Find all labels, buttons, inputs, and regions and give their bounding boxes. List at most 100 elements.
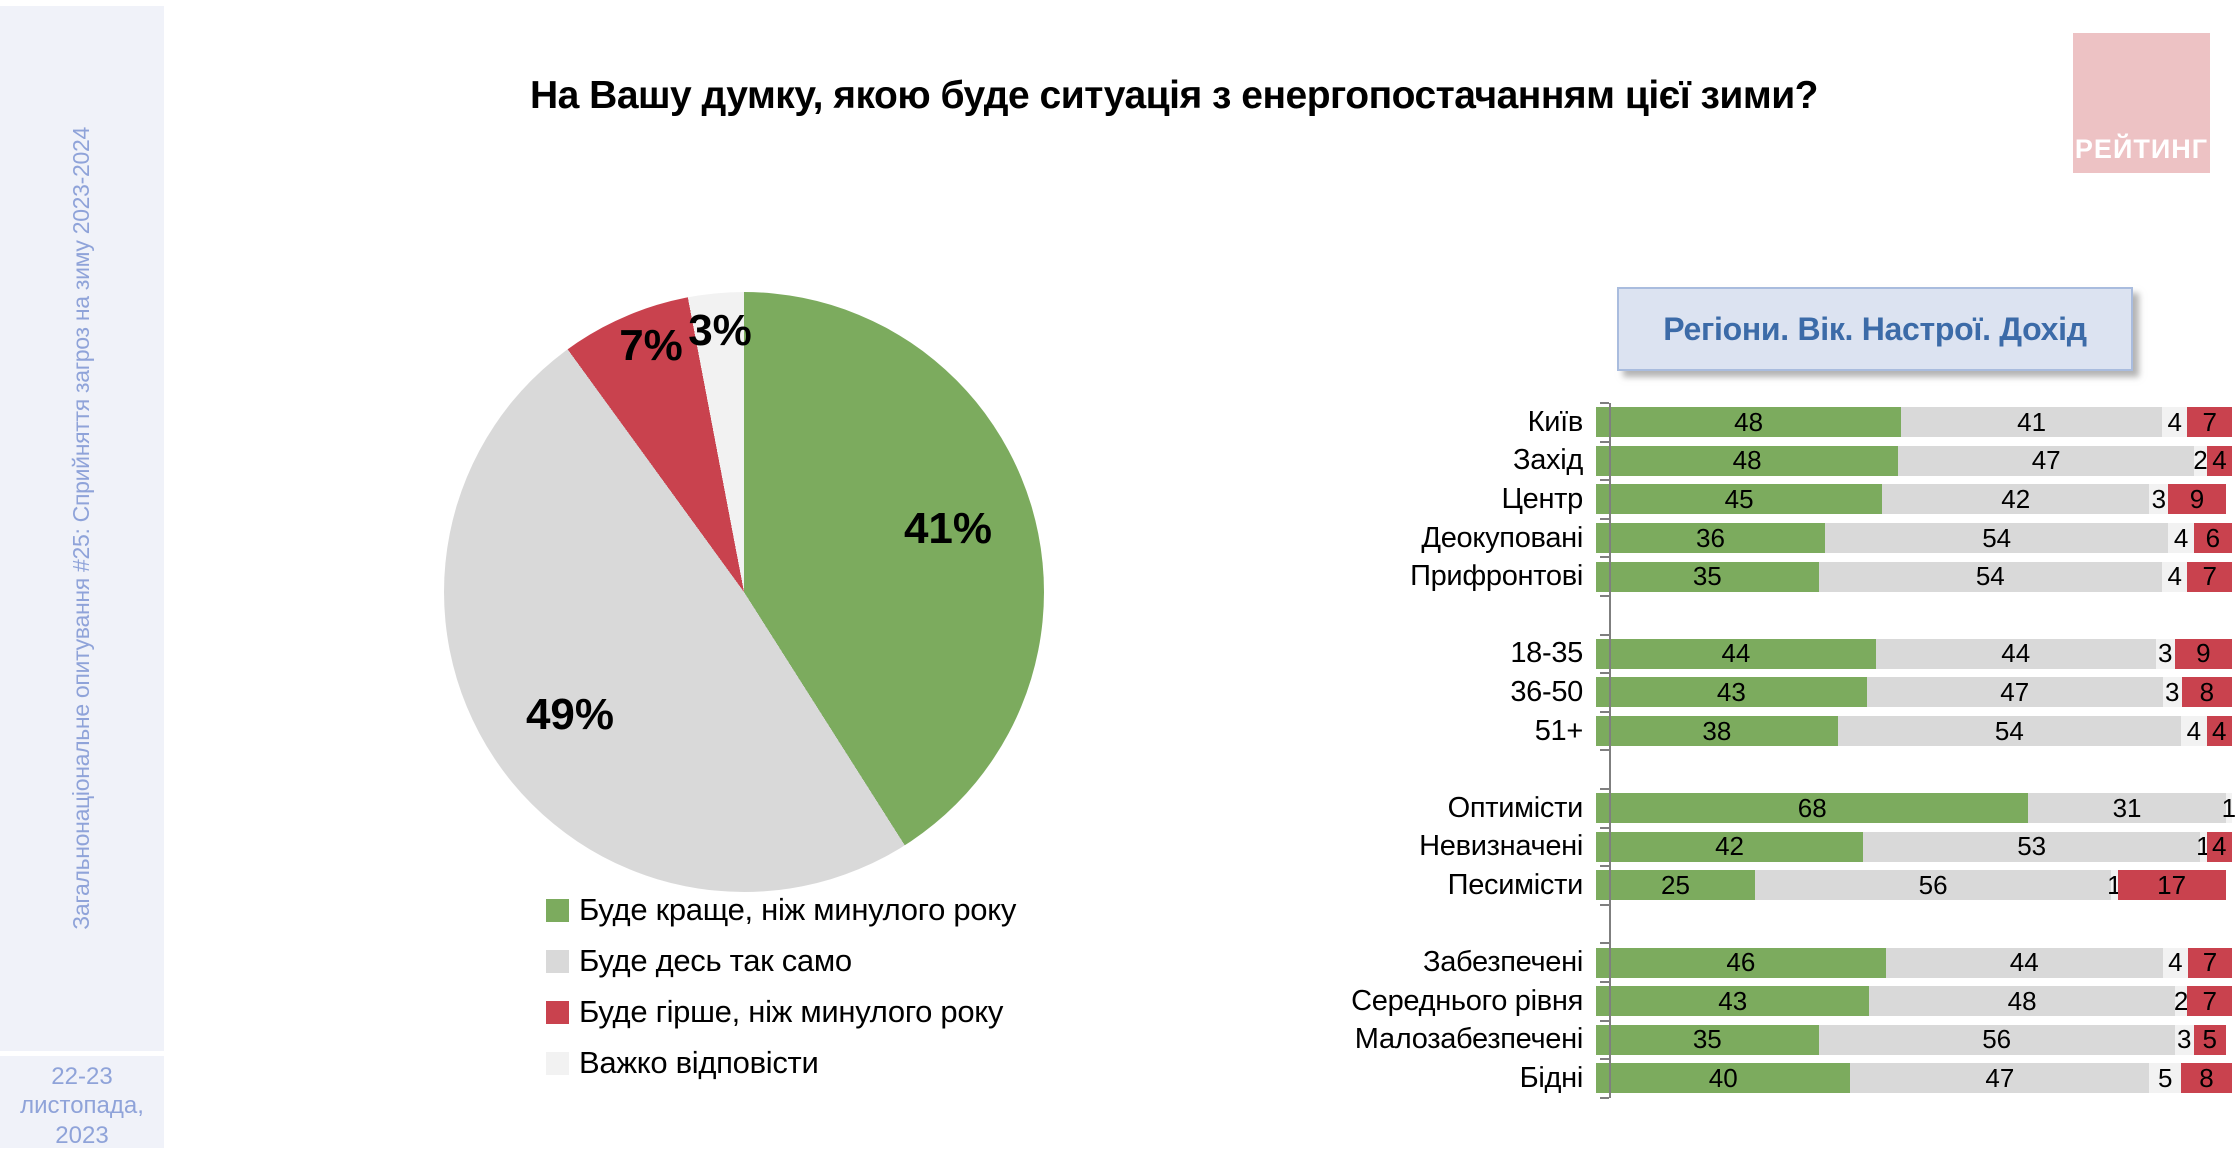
pie-slice-label: 7% bbox=[619, 321, 683, 370]
bar: 68 31 1 bbox=[1596, 792, 2237, 824]
bar: 35 56 3 5 bbox=[1596, 1024, 2232, 1055]
rating-logo: РЕЙТИНГ bbox=[2073, 33, 2210, 173]
bar-row: Деокуповані 36 54 4 6 bbox=[1316, 519, 2232, 558]
bar-axis-tick bbox=[1600, 402, 1609, 404]
bar-row-label: Малозабезпечені bbox=[1354, 1023, 1584, 1056]
bar-segment-worse: 9 bbox=[2174, 638, 2232, 669]
bar-axis-tick bbox=[1600, 595, 1609, 597]
bar-axis-tick bbox=[1600, 479, 1609, 482]
bar-segment-same: 47 bbox=[1898, 445, 2195, 476]
bar-segment-worse: 7 bbox=[2187, 986, 2232, 1017]
bar-segment-better: 42 bbox=[1596, 831, 1864, 862]
bar-segment-worse: 17 bbox=[2117, 870, 2226, 901]
bar-row-label: 36-50 bbox=[1510, 675, 1583, 708]
bar: 43 47 3 8 bbox=[1596, 677, 2233, 708]
bar-row: 36-50 43 47 3 8 bbox=[1316, 673, 2233, 712]
bar-axis-tick bbox=[1600, 865, 1609, 868]
rating-logo-text: РЕЙТИНГ bbox=[2074, 134, 2209, 164]
bar-segment-worse: 4 bbox=[2206, 831, 2232, 862]
legend-label: Буде гірше, ніж минулого року bbox=[579, 994, 1004, 1029]
bar-segment-worse: 7 bbox=[2187, 947, 2233, 978]
group-spacer bbox=[1316, 905, 2232, 944]
bar-segment-better: 46 bbox=[1596, 947, 1886, 978]
legend-item: Буде краще, ніж минулого року bbox=[546, 892, 1016, 928]
better-swatch bbox=[546, 898, 569, 922]
bar: 48 41 4 7 bbox=[1596, 407, 2232, 438]
same-swatch bbox=[546, 949, 569, 973]
bar: 40 47 5 8 bbox=[1596, 1063, 2232, 1094]
bar-row: Оптимісти 68 31 1 bbox=[1316, 789, 2237, 828]
bar-row: 51+ 38 54 4 4 bbox=[1316, 712, 2232, 751]
bar-row-label: Забезпечені bbox=[1423, 946, 1583, 979]
bar-segment-worse: 7 bbox=[2187, 407, 2232, 438]
bar-segment-hard: 4 bbox=[2168, 523, 2194, 554]
bar-segment-better: 44 bbox=[1596, 638, 1876, 669]
bar-segment-worse: 7 bbox=[2187, 561, 2232, 592]
legend-label: Буде краще, ніж минулого року bbox=[579, 892, 1017, 927]
bar: 44 44 3 9 bbox=[1596, 638, 2232, 669]
bar-segment-same: 47 bbox=[1866, 677, 2163, 708]
bar-segment-better: 68 bbox=[1596, 793, 2029, 824]
legend-label: Буде десь так само bbox=[579, 943, 852, 978]
bar-segment-better: 45 bbox=[1596, 484, 1883, 515]
bar-segment-same: 48 bbox=[1869, 986, 2175, 1017]
bar-row-label: Середнього рівня bbox=[1351, 984, 1583, 1017]
bar-segment-same: 47 bbox=[1850, 1063, 2150, 1094]
bar: 48 47 2 4 bbox=[1596, 445, 2233, 476]
bar-axis-tick bbox=[1600, 826, 1609, 829]
bar-segment-same: 44 bbox=[1885, 947, 2163, 978]
bar-segment-hard: 3 bbox=[2155, 638, 2175, 669]
bar-axis-tick bbox=[1600, 1096, 1609, 1099]
group-spacer bbox=[1316, 750, 2232, 789]
bar-segment-same: 31 bbox=[2028, 793, 2226, 824]
survey-date: 22-23 листопада, 2023 bbox=[0, 1056, 164, 1149]
bar: 38 54 4 4 bbox=[1596, 716, 2232, 747]
bar-segment-same: 54 bbox=[1824, 523, 2169, 554]
bar-segment-hard: 3 bbox=[2162, 677, 2182, 708]
pie-slice-label: 41% bbox=[903, 504, 993, 553]
bar-segment-better: 43 bbox=[1596, 986, 1870, 1017]
sidebar: Загальнонаціональне опитування #25: Спри… bbox=[0, 6, 164, 1149]
bar-axis-tick bbox=[1600, 942, 1609, 945]
bar-segment-hard: 4 bbox=[2181, 716, 2207, 747]
bar-segment-worse: 5 bbox=[2193, 1024, 2226, 1055]
bar-axis-line bbox=[1609, 403, 1611, 1098]
sidebar-survey-strip: Загальнонаціональне опитування #25: Спри… bbox=[0, 6, 164, 1051]
bar-segment-same: 53 bbox=[1863, 831, 2201, 862]
bar-segment-hard: 4 bbox=[2162, 407, 2188, 438]
bar-axis-tick bbox=[1600, 517, 1609, 520]
bar-row-label: Прифронтові bbox=[1410, 560, 1583, 593]
bar-segment-hard: 3 bbox=[2149, 484, 2169, 515]
bar-segment-hard: 2 bbox=[2193, 445, 2208, 476]
bar-row: 18-35 44 44 3 9 bbox=[1316, 635, 2232, 674]
hard-swatch bbox=[546, 1051, 569, 1075]
bar-segment-hard: 1 bbox=[2221, 792, 2237, 824]
bar-segment-worse: 4 bbox=[2206, 445, 2233, 476]
group-spacer bbox=[1316, 596, 2232, 635]
bar-row-label: Деокуповані bbox=[1421, 521, 1583, 554]
bar-axis-tick bbox=[1600, 440, 1609, 443]
bar-row: Бідні 40 47 5 8 bbox=[1316, 1059, 2232, 1098]
bar-segment-same: 42 bbox=[1882, 484, 2150, 515]
page-title: На Вашу думку, якою буде ситуація з енер… bbox=[529, 74, 1819, 117]
bar-axis-tick bbox=[1600, 1019, 1609, 1022]
bar-segment-better: 36 bbox=[1596, 523, 1825, 554]
stacked-bar-chart: Київ 48 41 4 7 Захід 48 47 2 4 Центр 45 42 3 9 Деокупов… bbox=[1316, 402, 2237, 1099]
bar: 43 48 2 7 bbox=[1596, 986, 2232, 1017]
bar-axis-tick bbox=[1600, 903, 1609, 906]
pie-chart: 41% 49% 7% 3% bbox=[444, 292, 1044, 892]
bar-row-label: Центр bbox=[1501, 482, 1583, 515]
survey-title-vertical: Загальнонаціональне опитування #25: Спри… bbox=[68, 127, 95, 930]
legend-item: Важко відповісти bbox=[546, 1045, 1016, 1081]
bar: 45 42 3 9 bbox=[1596, 484, 2232, 515]
bar-segment-same: 41 bbox=[1901, 407, 2163, 438]
bar-axis-tick bbox=[1600, 981, 1609, 983]
bar-segment-worse: 4 bbox=[2206, 716, 2232, 747]
bar-segment-better: 35 bbox=[1596, 561, 1819, 592]
bar-segment-better: 48 bbox=[1596, 407, 1902, 438]
bar-segment-same: 54 bbox=[1818, 561, 2163, 592]
bar-axis-tick bbox=[1600, 672, 1609, 675]
bar-row-label: Оптимісти bbox=[1447, 791, 1584, 824]
bar-axis-tick bbox=[1600, 633, 1609, 636]
bar-axis-tick bbox=[1600, 556, 1609, 559]
